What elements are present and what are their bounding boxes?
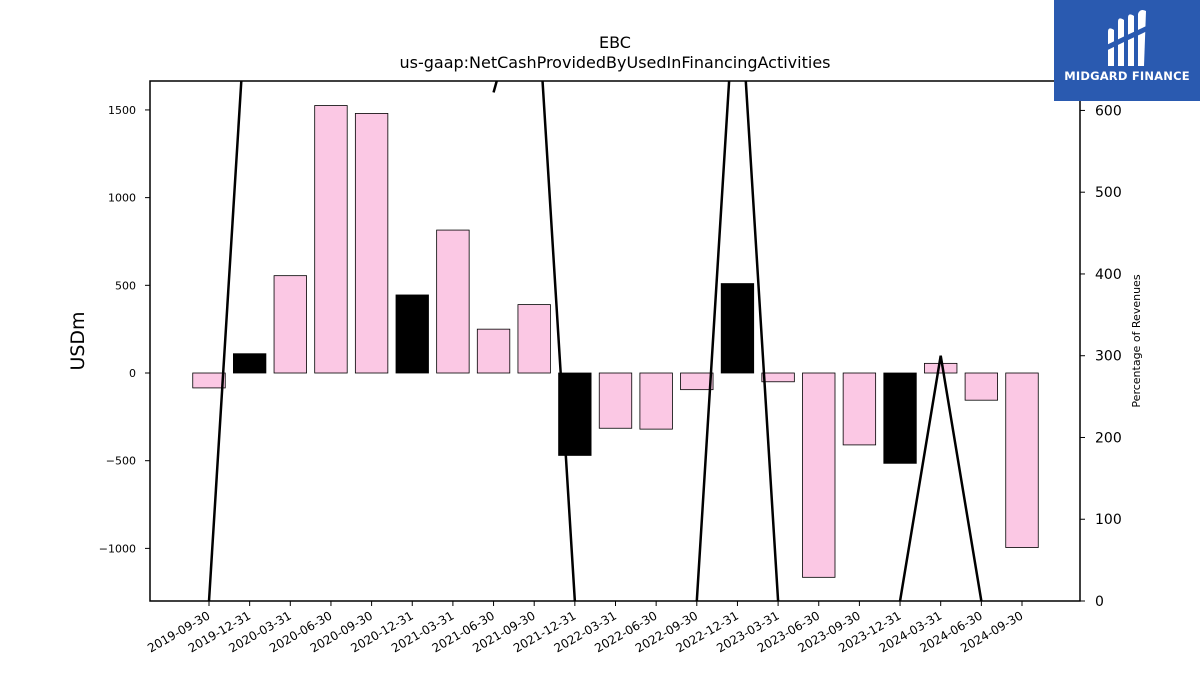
logo: MIDGARD FINANCE bbox=[1054, 0, 1200, 101]
y-tick-label: 0 bbox=[129, 367, 136, 380]
y-tick-label: −1000 bbox=[99, 542, 136, 555]
line-layer bbox=[207, 81, 983, 601]
line-segment-2 bbox=[695, 81, 780, 601]
bar-2021-09-30 bbox=[517, 304, 551, 374]
logo-text: MIDGARD FINANCE bbox=[1064, 69, 1190, 83]
y2-tick-label: 400 bbox=[1095, 267, 1122, 283]
bar-2024-09-30 bbox=[1005, 372, 1039, 548]
y-axis-label: USDm bbox=[67, 311, 89, 370]
bar-2024-06-30 bbox=[964, 372, 998, 401]
y-tick-label: 500 bbox=[115, 279, 136, 292]
y2-tick-label: 600 bbox=[1095, 103, 1122, 119]
x-axis: 2019-09-302019-12-312020-03-312020-06-30… bbox=[145, 601, 1026, 655]
bar-2023-06-30 bbox=[802, 372, 836, 578]
bar-2022-06-30 bbox=[639, 372, 673, 430]
bar-2021-06-30 bbox=[476, 328, 511, 374]
y2-tick-label: 100 bbox=[1095, 512, 1122, 528]
y2-tick-label: 500 bbox=[1095, 185, 1122, 201]
bar-2021-03-31 bbox=[436, 229, 470, 374]
bar-2023-03-31 bbox=[761, 372, 795, 383]
chart-subtitle: us-gaap:NetCashProvidedByUsedInFinancing… bbox=[399, 53, 830, 72]
y2-tick-label: 200 bbox=[1095, 430, 1122, 446]
bar-2020-09-30 bbox=[354, 113, 389, 374]
line-segment-0 bbox=[207, 81, 243, 601]
right-axis: 0 100 200 300 400 500 600 bbox=[1080, 103, 1122, 610]
bar-2022-09-30 bbox=[680, 372, 714, 391]
y-tick-label: 1000 bbox=[108, 192, 136, 205]
line-segment-3 bbox=[898, 355, 983, 601]
bar-2019-12-31 bbox=[232, 353, 267, 374]
y2-tick-label: 300 bbox=[1095, 349, 1122, 365]
bar-2020-03-31 bbox=[273, 275, 307, 374]
bar-2022-03-31 bbox=[598, 372, 633, 429]
y-tick-label: 1500 bbox=[108, 104, 136, 117]
logo-mark-icon bbox=[1104, 10, 1150, 66]
chart-title: EBC bbox=[599, 33, 631, 52]
line-segment-1 bbox=[492, 81, 577, 601]
bar-2023-09-30 bbox=[842, 372, 877, 446]
bar-2020-06-30 bbox=[314, 105, 348, 374]
y-tick-label: −500 bbox=[106, 455, 136, 468]
bar-2023-12-31 bbox=[883, 372, 917, 464]
bar-2019-09-30 bbox=[192, 372, 226, 389]
bar-2024-03-31 bbox=[924, 362, 958, 374]
y2-axis-label: Percentage of Revenues bbox=[1130, 274, 1143, 407]
left-axis: −1000 −500 0 500 1000 1500 bbox=[99, 104, 150, 555]
bar-2022-12-31 bbox=[720, 283, 755, 374]
bar-2020-12-31 bbox=[395, 294, 429, 374]
bars-group bbox=[192, 105, 1039, 578]
y2-tick-label: 0 bbox=[1095, 594, 1104, 610]
